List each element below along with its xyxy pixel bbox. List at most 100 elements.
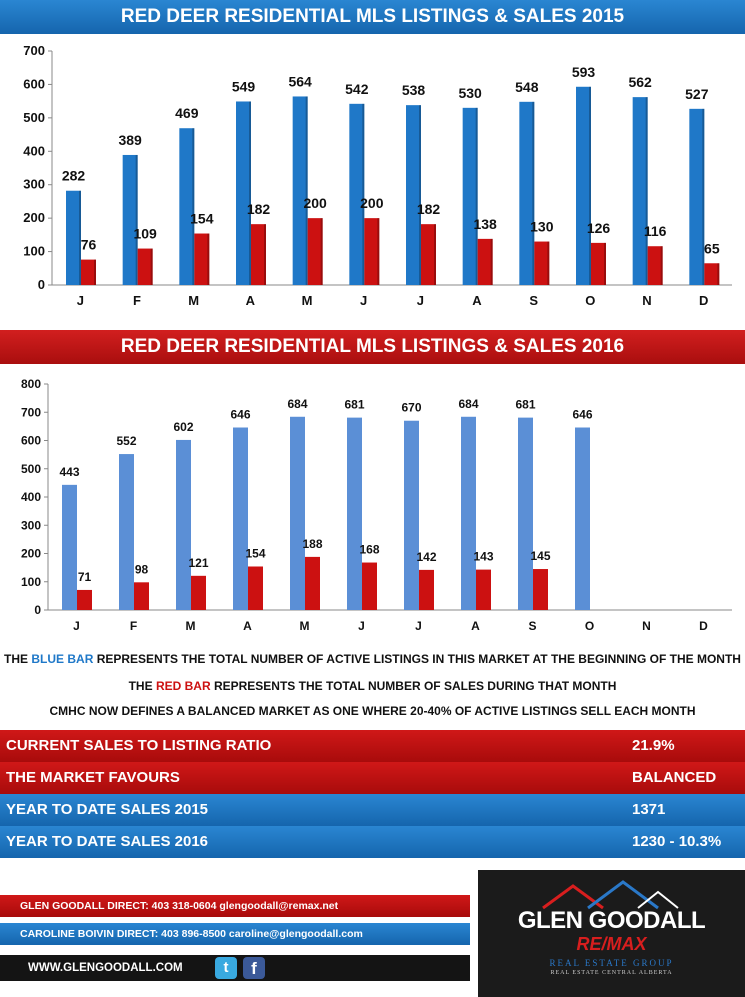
chart-2015-title: RED DEER RESIDENTIAL MLS LISTINGS & SALE… [0,0,745,34]
y-tick-label: 700 [21,405,41,419]
bar-shade [150,248,153,285]
y-tick-label: 0 [38,277,45,292]
stat-row-ytd-2016: YEAR TO DATE SALES 2016 1230 - 10.3% [0,826,745,858]
bar-shade [362,103,365,286]
y-tick-label: 800 [21,377,41,391]
x-tick-label: F [133,293,141,308]
data-label: 389 [118,132,142,148]
stat-label: YEAR TO DATE SALES 2015 [6,801,209,818]
x-tick-label: A [243,619,252,633]
x-tick-label: F [130,619,137,633]
x-tick-label: J [417,293,424,308]
data-label: 548 [515,79,539,95]
stat-row-ytd-2015: YEAR TO DATE SALES 2015 1371 [0,794,745,826]
data-label: 562 [628,74,652,90]
x-tick-label: O [585,619,594,633]
legend-line2-suffix: REPRESENTS THE TOTAL NUMBER OF SALES DUR… [210,679,617,693]
chart-2015: 0 100 200 300 400 500 600 700 J 282 76 F 389 109 M 469 1… [23,43,732,308]
data-label: 116 [644,223,667,239]
sales-bar [591,242,606,285]
x-tick-label: J [360,293,367,308]
x-tick-label: M [300,619,310,633]
legend-line1-suffix: REPRESENTS THE TOTAL NUMBER OF ACTIVE LI… [93,652,741,666]
x-tick-label: A [471,619,480,633]
listings-bar [632,97,648,285]
data-label: 670 [401,401,421,415]
x-tick-label: J [73,619,80,633]
x-tick-label: J [358,619,365,633]
bar-shade [94,259,96,285]
twitter-icon[interactable]: t [215,957,237,979]
stat-label: CURRENT SALES TO LISTING RATIO [6,737,272,754]
facebook-icon[interactable]: f [243,957,265,979]
data-label: 549 [232,78,256,94]
x-tick-label: N [642,293,651,308]
sales-bar [364,218,380,285]
data-label: 138 [473,216,497,232]
x-tick-label: A [246,293,256,308]
bar-shade [377,218,380,285]
listings-bar [575,427,590,610]
stat-value: 21.9% [632,737,675,754]
x-tick-label: A [472,293,482,308]
sales-bar [419,569,434,610]
sales-bar [194,233,210,285]
sales-bar [305,556,320,610]
bar-shade [547,241,550,285]
data-label: 552 [116,434,136,448]
bar-shade [305,96,308,285]
bar-shade [532,101,535,285]
data-label: 109 [133,226,157,242]
data-label: 142 [416,550,436,564]
listings-bar [66,190,81,285]
x-tick-label: S [528,619,536,633]
data-label: 200 [360,195,384,211]
y-tick-label: 0 [34,603,41,617]
data-label: 681 [515,398,535,412]
bar-shade [475,107,478,285]
data-label: 684 [287,397,307,411]
sales-bar [307,218,323,285]
x-tick-label: M [188,293,199,308]
stat-value: 1371 [632,801,666,818]
bar-shade [207,233,210,285]
listings-bar [236,101,251,285]
listings-bar [62,484,77,610]
data-label: 681 [344,398,364,412]
listings-bar [461,416,476,610]
sales-bar [81,259,96,285]
y-tick-label: 100 [23,244,45,259]
legend-blue-bar-text: THE BLUE BAR REPRESENTS THE TOTAL NUMBER… [0,652,745,666]
data-label: 564 [288,73,312,89]
y-tick-label: 200 [23,210,45,225]
bar-shade [192,128,195,285]
x-tick-label: S [529,293,538,308]
bar-shade [490,238,493,285]
chart-2016: 0 100 200 300 400 500 600 700 800 J 443 71 F 552 98 M 60… [21,377,732,633]
legend-cmhc-text: CMHC NOW DEFINES A BALANCED MARKET AS ON… [49,704,696,718]
x-tick-label: M [186,619,196,633]
data-label: 121 [188,556,208,570]
listings-bar [576,86,591,285]
logo-subtitle: REAL ESTATE GROUP [549,958,674,968]
listings-bar [122,154,138,285]
y-tick-label: 400 [21,490,41,504]
data-label: 65 [704,240,720,256]
listings-bar [233,427,248,610]
data-label: 200 [303,195,327,211]
bar-shade [604,242,606,285]
stat-value: 1230 - 10.3% [632,833,722,850]
data-label: 188 [302,537,322,551]
sales-bar [477,238,493,285]
stat-label: THE MARKET FAVOURS [6,769,180,786]
sales-bar [362,562,377,610]
bar-shade [419,105,421,285]
data-label: 593 [572,64,596,80]
listings-bar [689,108,705,286]
listings-bar [176,439,191,610]
sales-bar [704,263,720,285]
website-link[interactable]: WWW.GLENGOODALL.COM [28,962,183,974]
sales-bar [251,224,266,285]
data-label: 76 [81,237,97,253]
sales-bar [134,582,149,610]
